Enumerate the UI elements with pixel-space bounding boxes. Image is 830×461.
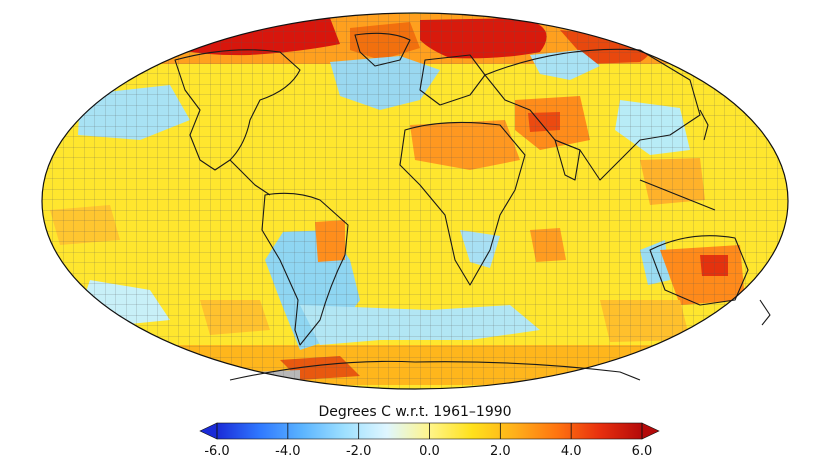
colorbar-tick-label: 4.0: [560, 444, 582, 459]
colorbar-min-arrow: [199, 422, 218, 440]
colorbar-tick-marks: [216, 423, 643, 439]
colorbar-tick-label: 2.0: [489, 444, 511, 459]
grid-lines: [42, 13, 788, 389]
antarctica-coast: [229, 360, 641, 381]
greenland-coast: [354, 32, 411, 67]
colorbar-title: Degrees C w.r.t. 1961–1990: [318, 404, 512, 420]
europe-coast: [419, 54, 486, 106]
colorbar-tick-label: -4.0: [275, 444, 301, 459]
south-america-coast: [261, 192, 349, 346]
central-america-coast: [229, 159, 271, 196]
coastlines: [174, 32, 771, 381]
japan-coast: [699, 109, 709, 141]
colorbar-tick-label: 0.0: [419, 444, 440, 459]
colorbar-tick-label: -6.0: [204, 444, 230, 459]
globe-outline: [41, 12, 789, 390]
australia-coast: [649, 235, 749, 306]
indonesia-coast: [639, 179, 716, 211]
temperature-anomaly-map: [41, 12, 789, 390]
new-zealand-coast: [759, 299, 771, 326]
colorbar-tick-label: -2.0: [345, 444, 372, 459]
asia-coast: [484, 48, 701, 181]
africa-coast: [399, 121, 526, 286]
india-coast: [554, 139, 581, 181]
north-america-coast: [174, 49, 301, 171]
colorbar-gradient: [216, 422, 643, 440]
colorbar-tick-label: 6.0: [631, 444, 653, 459]
globe-fill: [42, 13, 788, 389]
colorbar-max-arrow: [641, 422, 660, 440]
